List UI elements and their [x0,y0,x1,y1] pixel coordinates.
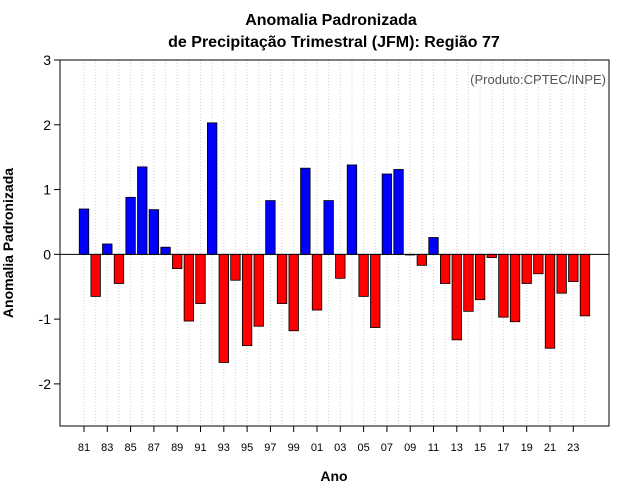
x-tick-label: 17 [497,442,509,454]
bars [78,122,591,363]
bar-18 [509,253,521,323]
plot-frame [59,59,610,427]
bar-07 [381,173,393,255]
x-axis-label: Ano [320,468,347,484]
bar-84 [113,253,125,284]
x-tick-label: 87 [148,442,160,454]
bar-14 [463,253,474,312]
x-tick-label: 13 [451,442,463,454]
bar-98 [276,253,288,304]
bar-11 [428,237,439,255]
y-tick-label: 2 [43,117,51,133]
bar-89 [172,253,183,269]
bar-86 [137,166,148,255]
x-tick-label: 05 [357,442,369,454]
bar-04 [346,164,358,255]
x-tick-label: 21 [544,442,556,454]
x-tick-label: 19 [521,442,533,454]
x-tick-label: 11 [428,442,439,454]
y-axis-label: Anomalia Padronizada [0,168,16,318]
x-tick-label: 01 [311,442,323,454]
bar-83 [102,243,113,255]
bar-90 [183,253,195,322]
bar-21 [544,253,556,349]
bar-94 [230,253,241,281]
gridlines [83,60,586,426]
bar-92 [206,122,218,255]
bar-20 [533,253,544,275]
bar-82 [90,253,101,297]
bar-02 [323,200,334,255]
x-tick-label: 23 [567,442,579,454]
x-tick-label: 89 [171,442,183,454]
bar-96 [253,253,264,327]
y-tick-label: -2 [39,376,52,392]
x-tick-label: 81 [78,442,90,454]
y-tick-label: -1 [39,311,52,327]
chart-subtitle: de Precipitação Trimestral (JFM): Região… [168,34,500,51]
bar-05 [358,253,369,297]
x-tick-label: 03 [334,442,346,454]
chart-title: Anomalia Padronizada [245,12,417,29]
bar-01 [311,253,323,311]
bar-03 [335,253,346,279]
y-tick-label: 3 [43,52,51,68]
bar-08 [393,169,404,255]
bar-00 [300,167,311,255]
bar-97 [265,200,276,255]
bar-23 [568,253,579,282]
bar-15 [474,253,486,301]
bar-88 [160,246,171,255]
x-tick-label: 85 [124,442,136,454]
bar-87 [148,209,160,255]
bar-85 [125,196,136,255]
x-tick-label: 91 [194,442,206,454]
x-tick-label: 83 [101,442,113,454]
bar-99 [288,253,299,332]
y-tick-label: 0 [43,246,51,262]
bar-13 [451,253,462,341]
y-axis: -2 -1 0 1 2 3 [39,52,60,392]
bar-17 [498,253,509,318]
bar-19 [521,253,532,284]
bar-06 [370,253,381,328]
bar-10 [416,253,428,266]
bar-22 [556,253,567,294]
x-tick-label: 95 [241,442,253,454]
source-annotation: (Produto:CPTEC/INPE) [470,72,606,87]
bar-93 [218,253,229,363]
x-tick-label: 97 [264,442,276,454]
bar-12 [439,253,451,284]
bar-91 [195,253,206,304]
bar-95 [241,253,253,347]
x-tick-label: 15 [474,442,486,454]
x-tick-label: 07 [381,442,393,454]
bar-24 [579,253,591,317]
x-tick-label: 09 [404,442,416,454]
x-axis: 81 83 85 87 89 91 93 95 97 99 01 03 05 07 09 11 13 15 17 19… [78,426,579,454]
x-tick-label: 93 [218,442,230,454]
y-tick-label: 1 [43,182,51,198]
x-tick-label: 99 [288,442,300,454]
bar-81 [78,208,90,255]
